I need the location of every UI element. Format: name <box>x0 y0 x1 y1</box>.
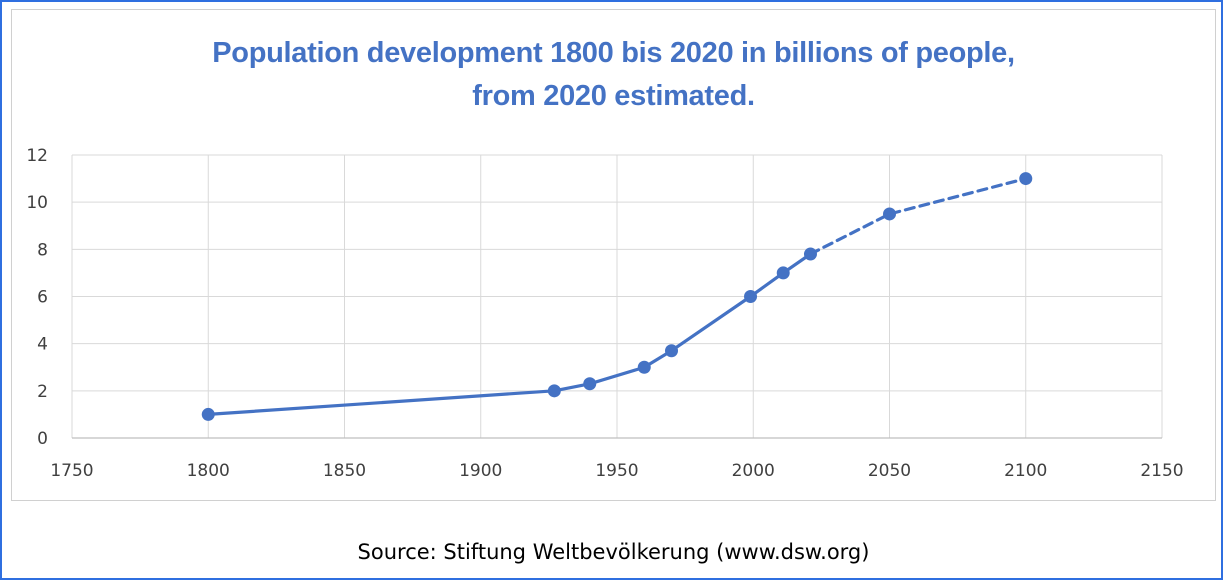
y-tick-label-4: 8 <box>37 240 48 260</box>
x-tick-label-4: 1950 <box>595 461 638 481</box>
x-tick-label-6: 2050 <box>868 461 911 481</box>
data-point-1-2 <box>1019 172 1033 186</box>
data-point-1-1 <box>883 207 896 221</box>
x-tick-label-0: 1750 <box>50 461 93 481</box>
x-tick-label-1: 1800 <box>187 461 230 481</box>
data-point-0-6 <box>776 266 790 280</box>
chart-title-line-1: Population development 1800 bis 2020 in … <box>212 37 1015 69</box>
chart-title-line-2: from 2020 estimated. <box>472 80 755 112</box>
x-tick-label-7: 2100 <box>1004 461 1047 481</box>
y-tick-label-0: 0 <box>37 429 48 449</box>
y-tick-label-6: 12 <box>26 146 48 166</box>
source-note: Source: Stiftung Weltbevölkerung (www.ds… <box>357 540 870 564</box>
chart-title: Population development 1800 bis 2020 in … <box>2 32 1223 118</box>
y-tick-label-5: 10 <box>26 193 48 213</box>
y-tick-label-2: 4 <box>37 335 48 355</box>
y-tick-label-3: 6 <box>37 288 48 308</box>
data-point-0-2 <box>583 377 597 391</box>
data-point-0-5 <box>744 290 758 303</box>
data-point-0-3 <box>637 360 651 374</box>
data-point-0-7 <box>803 247 817 261</box>
data-point-0-4 <box>665 344 678 358</box>
x-tick-label-3: 1900 <box>459 461 502 481</box>
data-point-0-1 <box>547 384 561 398</box>
x-tick-label-2: 1850 <box>323 461 366 481</box>
x-tick-label-8: 2150 <box>1140 461 1183 481</box>
series-line-1 <box>808 177 1028 256</box>
data-point-0-0 <box>201 407 215 421</box>
x-tick-label-5: 2000 <box>732 461 775 481</box>
y-tick-label-1: 2 <box>37 382 48 402</box>
